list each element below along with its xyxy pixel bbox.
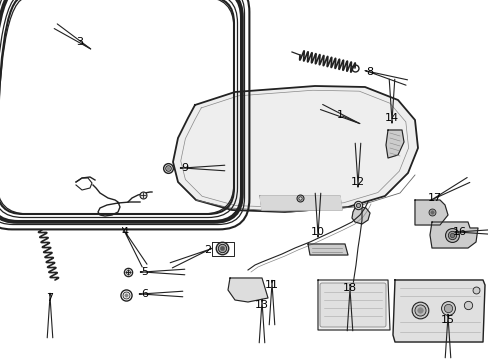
Text: 17: 17 — [427, 193, 441, 203]
Text: 7: 7 — [46, 293, 54, 303]
Text: 13: 13 — [254, 300, 268, 310]
Text: 4: 4 — [121, 227, 128, 237]
Polygon shape — [227, 278, 267, 302]
Text: 11: 11 — [264, 280, 279, 290]
Polygon shape — [385, 130, 403, 158]
Text: 14: 14 — [384, 113, 398, 123]
Text: 6: 6 — [141, 289, 148, 299]
Polygon shape — [317, 280, 389, 330]
Text: 12: 12 — [350, 177, 365, 187]
Polygon shape — [307, 244, 347, 255]
Text: 18: 18 — [342, 283, 356, 293]
Polygon shape — [429, 222, 477, 248]
Text: 2: 2 — [204, 245, 211, 255]
Text: 9: 9 — [181, 163, 188, 173]
Text: 15: 15 — [440, 315, 454, 325]
Polygon shape — [260, 196, 341, 210]
Text: 1: 1 — [336, 110, 343, 120]
Text: 10: 10 — [310, 227, 325, 237]
Text: 5: 5 — [141, 267, 148, 277]
Text: 3: 3 — [76, 37, 83, 47]
Polygon shape — [351, 207, 369, 224]
FancyBboxPatch shape — [319, 283, 385, 327]
Text: 8: 8 — [366, 67, 373, 77]
Text: 16: 16 — [452, 227, 466, 237]
Polygon shape — [392, 280, 484, 342]
Polygon shape — [414, 200, 447, 225]
Polygon shape — [173, 86, 417, 212]
